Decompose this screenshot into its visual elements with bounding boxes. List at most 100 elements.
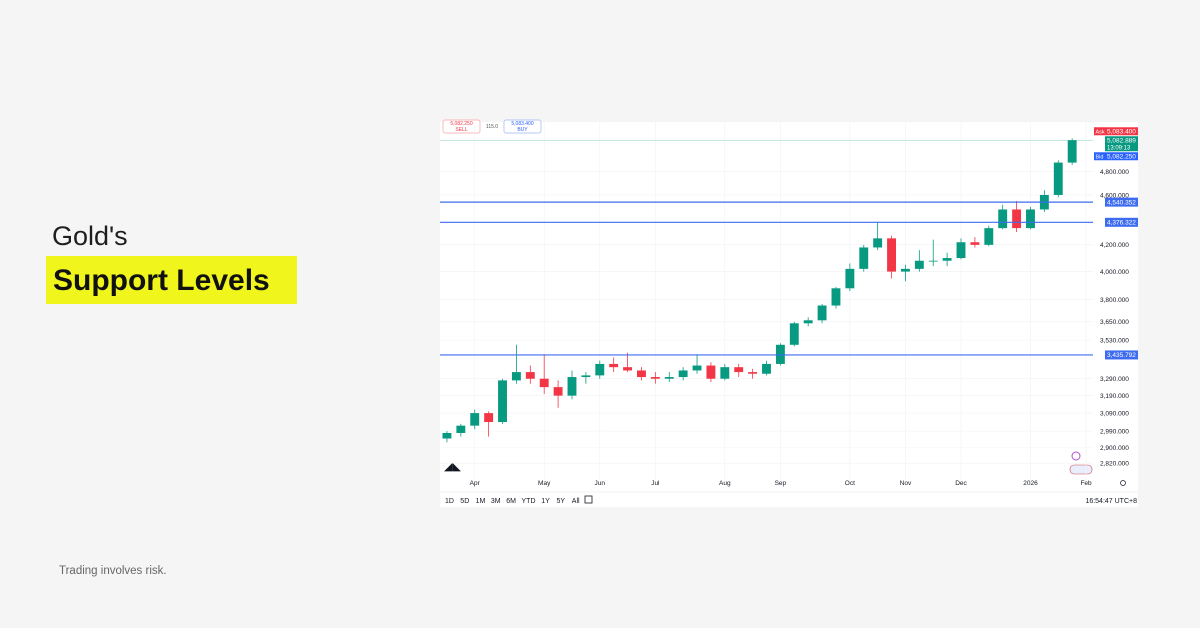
y-tick-label: 2,900.000 (1100, 445, 1129, 452)
y-tick-label: 3,090.000 (1100, 410, 1129, 417)
x-tick-label: Apr (470, 480, 481, 487)
headline-line2: Support Levels (53, 264, 270, 297)
last-tag (1105, 136, 1138, 152)
candle-body (1067, 140, 1077, 163)
ask-label: 5,083.400 (1107, 128, 1136, 135)
candle-body (900, 268, 910, 272)
candle-body (845, 268, 855, 289)
y-tick-label: 3,530.000 (1100, 337, 1129, 344)
sell-label: SELL (455, 127, 467, 133)
level-tag (1105, 217, 1138, 227)
candle-body (609, 363, 619, 368)
range-button[interactable]: 1M (476, 498, 486, 505)
candle-body (706, 365, 716, 379)
x-tick-label: May (538, 480, 551, 487)
calendar-icon[interactable] (584, 495, 593, 504)
bid-name: Bid (1096, 154, 1104, 160)
buy-price: 5,083.400 (511, 121, 533, 127)
sell-button[interactable] (442, 119, 481, 134)
ask-tag (1105, 127, 1138, 136)
range-button[interactable]: 3M (491, 498, 501, 505)
y-tick-label: 3,800.000 (1100, 297, 1129, 304)
level-tag-label: 4,540.352 (1107, 199, 1136, 206)
x-tick-label: Dec (955, 480, 967, 487)
x-tick-label: Sep (775, 480, 787, 487)
ask-name-box (1094, 127, 1105, 136)
candle-body (1012, 209, 1022, 229)
settings-icon[interactable] (1120, 480, 1126, 486)
candle-body (678, 370, 688, 378)
candle-body (539, 378, 549, 388)
candle-body (970, 242, 980, 245)
bid-tag (1105, 152, 1138, 161)
candle-body (720, 367, 730, 379)
sell-price: 5,082.250 (450, 121, 472, 127)
candle-body (998, 209, 1008, 229)
candle-body (734, 367, 744, 373)
candle-body (887, 238, 896, 272)
y-tick-label: 4,200.000 (1100, 242, 1129, 249)
level-tag-label: 3,435.792 (1107, 352, 1136, 359)
candle-body (789, 323, 799, 345)
y-tick-label: 4,600.000 (1100, 192, 1129, 199)
y-tick-label: 3,190.000 (1100, 393, 1129, 400)
candle-body (581, 375, 591, 378)
candle-body (484, 413, 494, 423)
x-tick-label: Jul (651, 480, 660, 487)
x-tick-label: 2026 (1023, 480, 1038, 487)
candle-body (1026, 209, 1035, 229)
buy-button[interactable] (503, 119, 542, 134)
last-label: 5,082.889 (1107, 137, 1136, 144)
candle-body (831, 288, 841, 306)
candle-body (664, 377, 674, 379)
y-tick-label: 4,800.000 (1100, 169, 1129, 176)
candle-body (470, 413, 480, 426)
flag-icons (1069, 464, 1093, 475)
y-tick-label: 3,650.000 (1100, 319, 1129, 326)
range-button[interactable]: 1D (445, 498, 454, 505)
tv-logo: ◢◣ (444, 461, 461, 473)
candle-body (567, 377, 577, 396)
candle-body (595, 363, 605, 376)
spread: 115.0 (486, 124, 498, 130)
candle-body (859, 247, 869, 269)
candle-body (928, 260, 938, 262)
candle-body (650, 377, 660, 379)
disclaimer: Trading involves risk. (59, 565, 167, 577)
range-button[interactable]: YTD (522, 498, 536, 505)
candle-body (456, 425, 466, 433)
level-tag (1105, 197, 1138, 207)
candle-body (803, 320, 813, 324)
range-button[interactable]: 6M (506, 498, 516, 505)
candle-body (553, 387, 563, 396)
chart-panel (440, 122, 1138, 507)
x-tick-label: Oct (845, 480, 855, 487)
range-button[interactable]: 5D (460, 498, 469, 505)
candle-body (914, 260, 924, 269)
bid-name-box (1094, 152, 1105, 161)
range-button[interactable]: All (572, 498, 580, 505)
candle-body (511, 372, 521, 381)
y-tick-label: 3,290.000 (1100, 376, 1129, 383)
x-tick-label: Nov (900, 480, 912, 487)
candle-body (748, 372, 758, 374)
chart: 5,082.250 SELL 115.0 5,083.400 BUY ◢◣ 16… (440, 119, 1138, 507)
candle-body (942, 258, 952, 261)
bid-label: 5,082.250 (1107, 153, 1136, 160)
clock: 16:54:47 UTC+8 (1085, 498, 1137, 505)
candle-body (692, 365, 702, 371)
headline-line1: Gold's (52, 221, 128, 251)
x-tick-label: Feb (1080, 480, 1092, 487)
headline-highlight (46, 256, 297, 304)
candle-body (637, 370, 646, 378)
candle-body (956, 242, 966, 259)
y-tick-label: 2,820.000 (1100, 461, 1129, 468)
candle-body (817, 305, 827, 321)
candle-body (984, 228, 994, 245)
level-tag-label: 4,376.322 (1107, 220, 1136, 227)
range-button[interactable]: 1Y (541, 498, 550, 505)
candle-body (498, 380, 507, 423)
range-button[interactable]: 5Y (557, 498, 566, 505)
ask-name: Ask (1096, 129, 1105, 135)
